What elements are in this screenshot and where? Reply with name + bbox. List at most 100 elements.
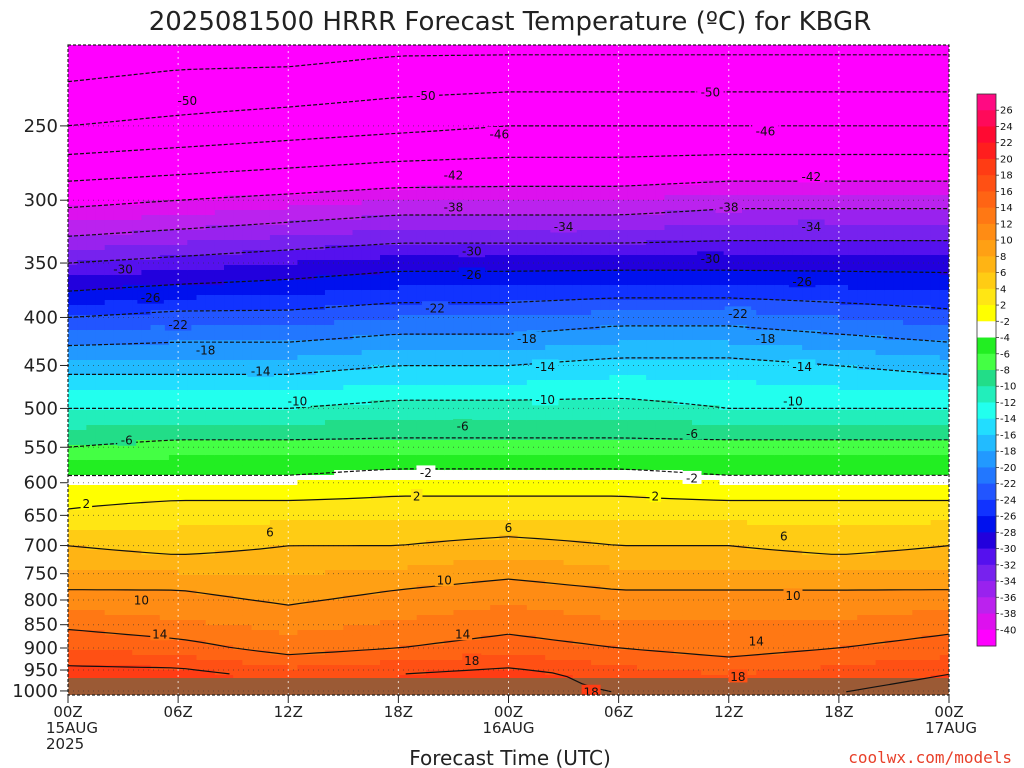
heat-cell: [389, 625, 399, 631]
heat-cell: [398, 335, 409, 341]
heat-cell: [77, 570, 87, 576]
heat-cell: [380, 85, 390, 91]
heat-cell: [343, 270, 354, 276]
heat-cell: [370, 500, 381, 506]
heat-cell: [343, 440, 354, 446]
heat-cell: [306, 675, 317, 681]
heat-cell: [150, 365, 161, 371]
heat-cell: [233, 460, 243, 466]
heat-cell: [315, 340, 326, 346]
heat-cell: [68, 565, 78, 571]
heat-cell: [324, 560, 335, 566]
heat-cell: [416, 105, 427, 111]
heat-cell: [113, 550, 124, 556]
heat-cell: [159, 600, 170, 606]
heat-cell: [288, 105, 299, 111]
heat-cell: [150, 265, 161, 271]
heat-cell: [352, 135, 363, 141]
heat-cell: [288, 230, 299, 236]
heat-cell: [343, 410, 354, 416]
heat-cell: [242, 555, 253, 561]
heat-cell: [68, 230, 78, 236]
heat-cell: [288, 175, 299, 181]
heat-cell: [398, 140, 409, 146]
heat-cell: [260, 465, 271, 471]
heat-cell: [168, 310, 179, 316]
heat-cell: [407, 385, 418, 391]
heat-cell: [324, 75, 335, 81]
heat-cell: [380, 195, 390, 201]
heat-cell: [95, 50, 106, 56]
heat-cell: [389, 660, 399, 666]
heat-cell: [242, 150, 253, 156]
heat-cell: [361, 670, 372, 676]
heat-cell: [251, 60, 262, 66]
heat-cell: [269, 570, 280, 576]
heat-cell: [288, 450, 299, 456]
heat-cell: [77, 220, 87, 226]
heat-cell: [370, 140, 381, 146]
heat-cell: [315, 150, 326, 156]
heat-cell: [132, 130, 143, 136]
heat-cell: [242, 625, 253, 631]
heat-cell: [361, 455, 372, 461]
heat-cell: [104, 85, 115, 91]
heat-cell: [150, 610, 161, 616]
heat-cell: [334, 190, 344, 196]
heat-cell: [205, 535, 216, 541]
heat-cell: [416, 45, 427, 51]
heat-cell: [95, 90, 106, 96]
heat-cell: [260, 175, 271, 181]
heat-cell: [104, 155, 115, 161]
heat-cell: [251, 650, 262, 656]
heat-cell: [187, 185, 198, 191]
heat-cell: [178, 295, 188, 301]
heat-cell: [95, 640, 106, 646]
heat-cell: [380, 515, 390, 521]
heat-cell: [196, 555, 207, 561]
heat-cell: [343, 610, 354, 616]
heat-cell: [178, 120, 188, 126]
heat-cell: [370, 65, 381, 71]
heat-cell: [196, 620, 207, 626]
heat-cell: [352, 200, 363, 206]
heat-cell: [269, 490, 280, 496]
heat-cell: [224, 475, 234, 481]
heat-cell: [242, 135, 253, 141]
heat-cell: [187, 535, 198, 541]
heat-cell: [187, 175, 198, 181]
heat-cell: [370, 170, 381, 176]
heat-cell: [68, 120, 78, 126]
heat-cell: [205, 440, 216, 446]
heat-cell: [187, 60, 198, 66]
heat-cell: [242, 70, 253, 76]
heat-cell: [187, 370, 198, 376]
heat-cell: [297, 595, 308, 601]
heat-cell: [95, 605, 106, 611]
heat-cell: [361, 180, 372, 186]
heat-cell: [269, 580, 280, 586]
heat-cell: [159, 70, 170, 76]
heat-cell: [251, 505, 262, 511]
heat-cell: [380, 180, 390, 186]
heat-cell: [187, 660, 198, 666]
heat-cell: [398, 465, 409, 471]
heat-cell: [178, 370, 188, 376]
heat-cell: [132, 525, 143, 531]
heat-cell: [334, 375, 344, 381]
heat-cell: [260, 150, 271, 156]
heat-cell: [68, 310, 78, 316]
heat-cell: [251, 265, 262, 271]
heat-cell: [398, 395, 409, 401]
heat-cell: [416, 205, 427, 211]
heat-cell: [260, 515, 271, 521]
heat-cell: [389, 570, 399, 576]
heat-cell: [380, 565, 390, 571]
heat-cell: [104, 260, 115, 266]
heat-cell: [95, 395, 106, 401]
heat-cell: [95, 115, 106, 121]
heat-cell: [68, 370, 78, 376]
heat-cell: [104, 625, 115, 631]
chart-title: 2025081500 HRRR Forecast Temperature (ºC…: [149, 7, 872, 37]
heat-cell: [132, 315, 143, 321]
